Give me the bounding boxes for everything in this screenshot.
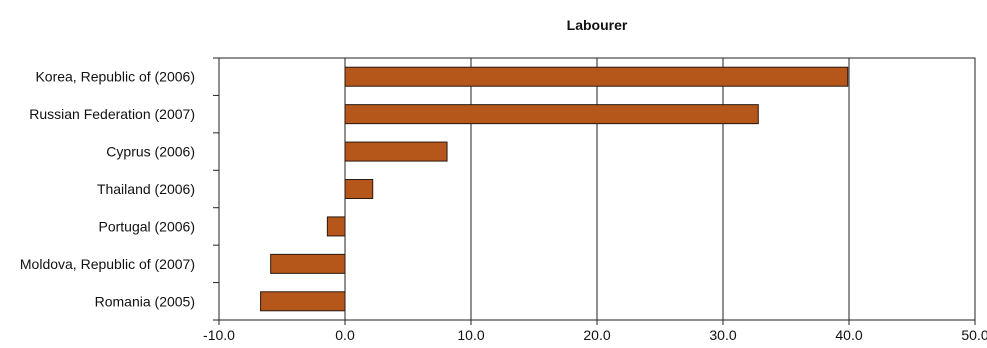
x-tick-label: 50.0 xyxy=(961,327,987,343)
category-label: Cyprus (2006) xyxy=(106,144,195,160)
category-label: Romania (2005) xyxy=(95,293,195,309)
plot-area: -10.0 0.0 10.0 20.0 30.0 40.0 50.0 Korea, Repub… xyxy=(20,57,987,343)
chart-title: Labourer xyxy=(567,17,628,33)
x-tick-label: 30.0 xyxy=(709,327,736,343)
category-label: Thailand (2006) xyxy=(97,181,195,197)
x-tick-label: -10.0 xyxy=(203,327,235,343)
category-label: Portugal (2006) xyxy=(98,218,195,234)
bar xyxy=(344,179,374,199)
bar xyxy=(344,66,849,87)
category-label: Moldova, Republic of (2007) xyxy=(20,256,195,272)
bar xyxy=(270,253,346,274)
category-label: Russian Federation (2007) xyxy=(29,106,195,122)
bar xyxy=(260,291,346,312)
bar xyxy=(344,104,759,125)
bar xyxy=(326,216,346,237)
category-label: Korea, Republic of (2006) xyxy=(35,69,195,85)
x-tick-label: 40.0 xyxy=(835,327,862,343)
x-tick-label: 10.0 xyxy=(457,327,484,343)
x-tick-label: 20.0 xyxy=(583,327,610,343)
x-tick-label: 0.0 xyxy=(335,327,355,343)
bar xyxy=(344,141,448,162)
